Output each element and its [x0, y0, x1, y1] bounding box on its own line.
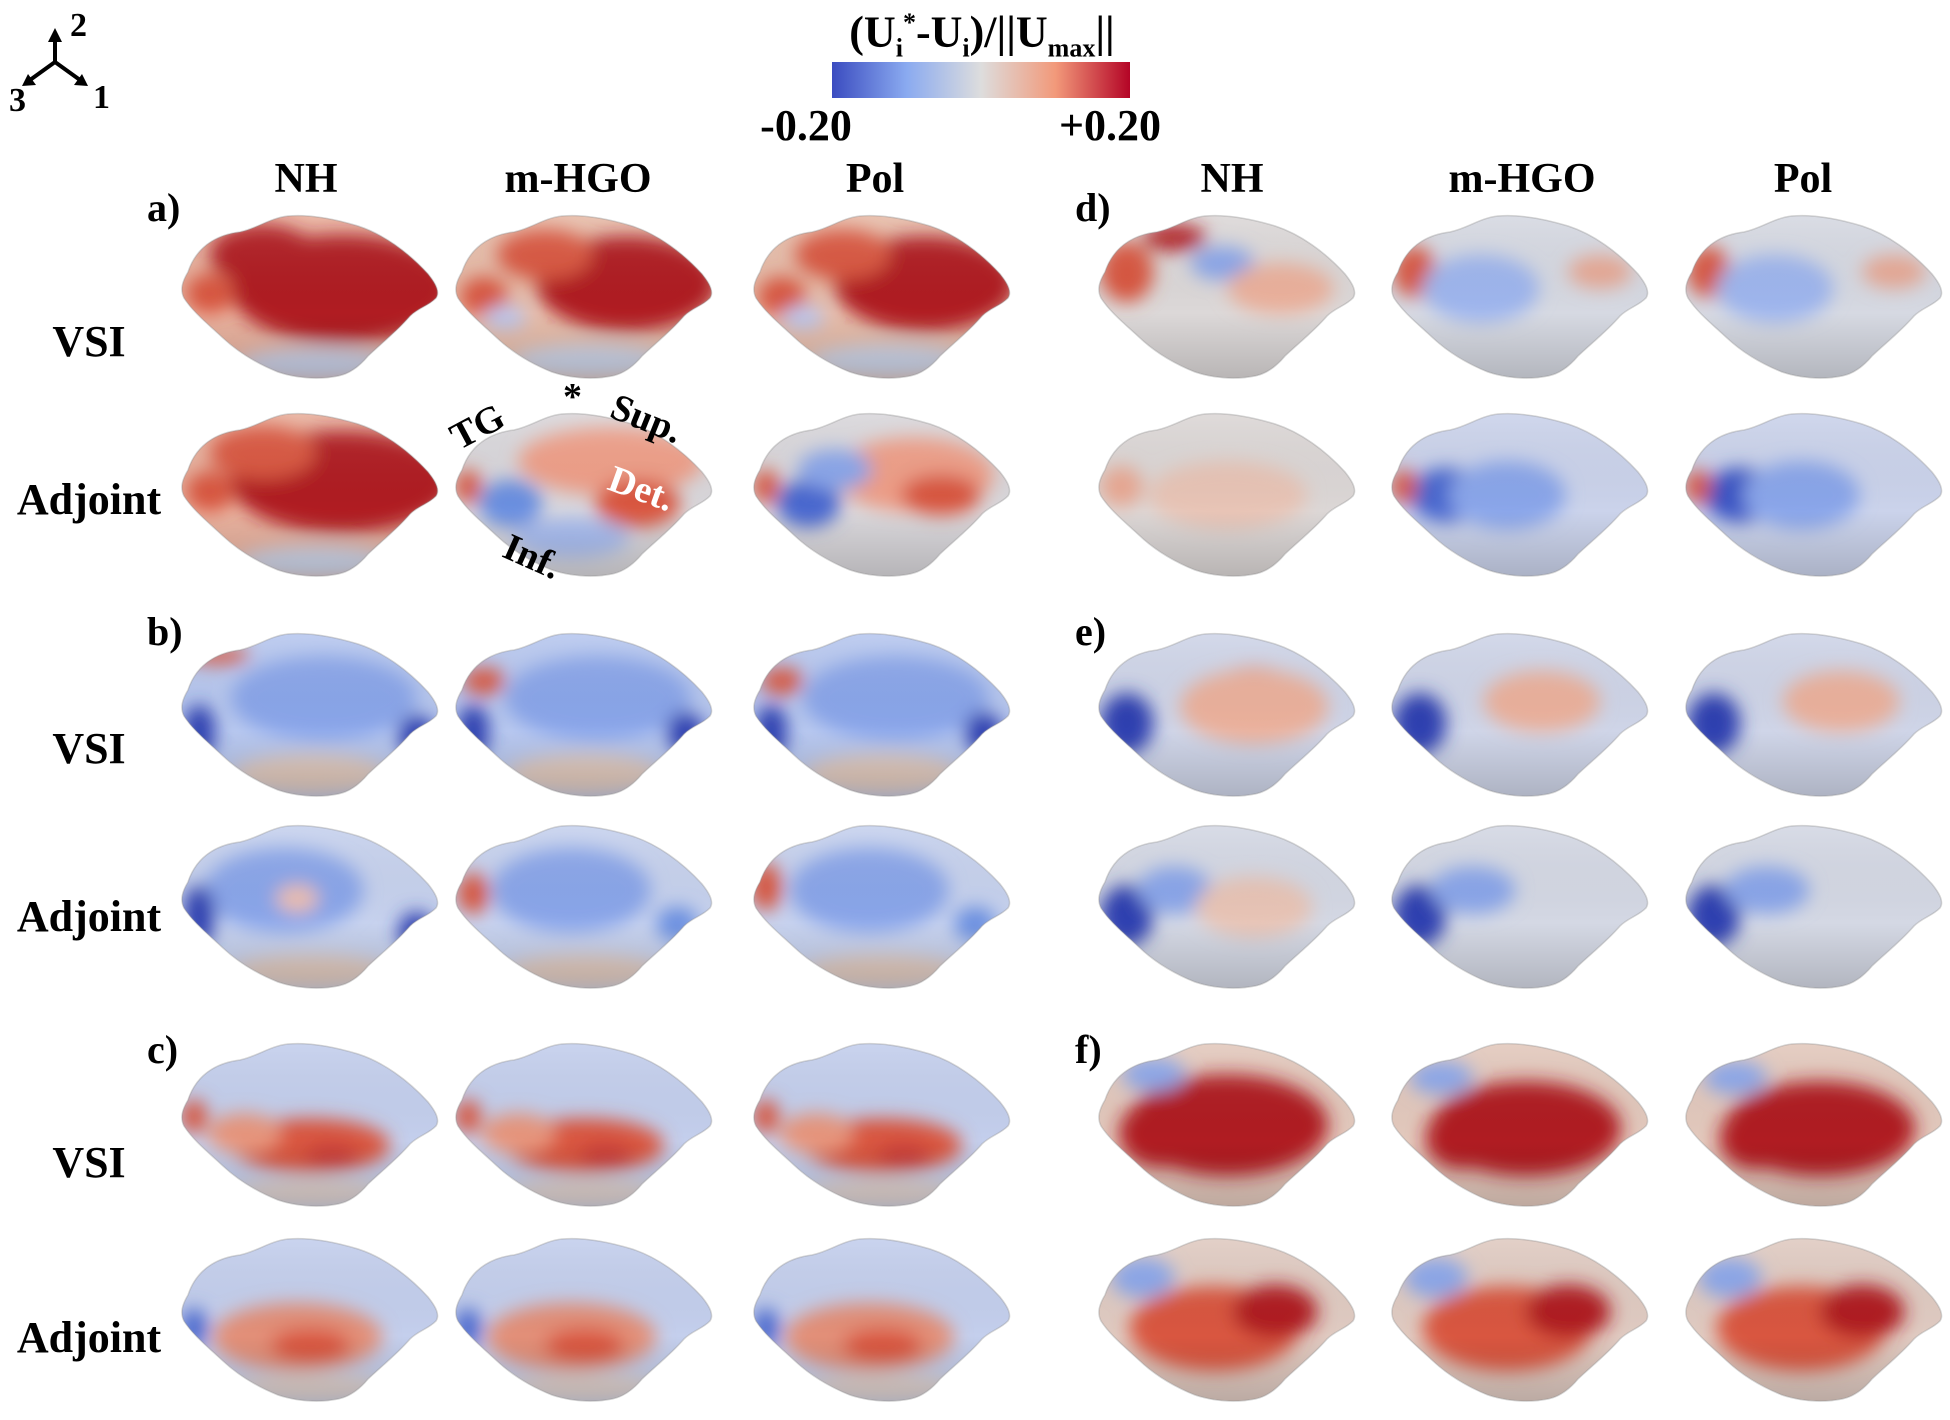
- organ-surface-left-vsi-b-mhgo: [455, 632, 713, 797]
- col-header-nh-right: NH: [1200, 156, 1264, 202]
- row-label-vsi-a: VSI: [52, 317, 126, 366]
- organ-surface-left-adjoint-b-nh: [181, 824, 439, 989]
- row-label-adjoint-c: Adjoint: [16, 1313, 162, 1362]
- col-header-mhgo-right: m-HGO: [1448, 156, 1596, 202]
- panel-label-c: c): [147, 1027, 179, 1072]
- axis-1-arrow: [53, 60, 82, 82]
- organ-surface-left-adjoint-c-pol: [753, 1237, 1011, 1402]
- organ-surface-right-vsi-b-pol: [1685, 632, 1943, 797]
- axis-1-label: 1: [93, 79, 110, 116]
- organ-surface-left-adjoint-c-nh: [181, 1237, 439, 1402]
- organ-surface-left-vsi-b-pol: [753, 632, 1011, 797]
- row-label-vsi-b: VSI: [52, 724, 126, 773]
- organ-surface-left-adjoint-a-pol: [753, 412, 1011, 577]
- organ-surface-right-adjoint-b-mhgo: [1391, 824, 1649, 989]
- organ-surface-right-adjoint-c-mhgo: [1391, 1237, 1649, 1402]
- colorbar-min-label: -0.20: [760, 101, 852, 150]
- col-header-pol-left: Pol: [845, 156, 905, 202]
- panel-label-a: a): [147, 185, 181, 230]
- organ-surface-left-vsi-a-pol: [753, 214, 1011, 379]
- colorbar: [832, 62, 1130, 98]
- row-label-adjoint-a: Adjoint: [16, 475, 162, 524]
- organ-surface-right-adjoint-c-pol: [1685, 1237, 1943, 1402]
- axis-3-label: 3: [9, 82, 26, 119]
- col-header-pol-right: Pol: [1773, 156, 1833, 202]
- axis-1-arrowhead: [74, 74, 88, 86]
- organ-surface-right-vsi-c-pol: [1685, 1042, 1943, 1207]
- organ-surface-left-adjoint-a-mhgo: [455, 412, 713, 577]
- organ-surface-left-vsi-a-nh: [181, 214, 439, 379]
- organ-surface-left-vsi-c-pol: [753, 1042, 1011, 1207]
- axis-2-label: 2: [70, 7, 87, 44]
- organ-surface-right-vsi-c-nh: [1098, 1042, 1356, 1207]
- organ-surface-left-adjoint-a-nh: [181, 412, 439, 577]
- row-label-adjoint-b: Adjoint: [16, 892, 162, 941]
- organ-surface-right-adjoint-a-pol: [1685, 412, 1943, 577]
- axes-triad: 2 1 3: [9, 7, 110, 119]
- organ-surface-left-vsi-c-mhgo: [455, 1042, 713, 1207]
- annotation-star: *: [563, 376, 582, 418]
- organ-surface-left-vsi-c-nh: [181, 1042, 439, 1207]
- col-header-mhgo-left: m-HGO: [504, 156, 652, 202]
- axis-3-arrow: [28, 60, 57, 82]
- panel-label-f: f): [1075, 1027, 1102, 1072]
- row-label-vsi-c: VSI: [52, 1138, 126, 1187]
- organ-surface-left-vsi-a-mhgo: [455, 214, 713, 379]
- col-header-nh-left: NH: [274, 156, 338, 202]
- panel-label-d: d): [1075, 185, 1111, 230]
- organ-surface-right-adjoint-a-nh: [1098, 412, 1356, 577]
- organ-surface-left-adjoint-c-mhgo: [455, 1237, 713, 1402]
- organ-surface-left-vsi-b-nh: [181, 632, 439, 797]
- colorbar-max-label: +0.20: [1058, 101, 1162, 150]
- organ-surface-right-adjoint-c-nh: [1098, 1237, 1356, 1402]
- panel-label-b: b): [147, 609, 183, 654]
- organ-surface-right-adjoint-b-nh: [1098, 824, 1356, 989]
- organ-surface-right-vsi-a-pol: [1685, 214, 1943, 379]
- organ-surface-right-vsi-b-mhgo: [1391, 632, 1649, 797]
- axis-3-arrowhead: [22, 74, 36, 86]
- axis-2-arrowhead: [48, 28, 62, 42]
- organ-surface-right-vsi-a-nh: [1098, 214, 1356, 379]
- organ-surface-left-adjoint-b-mhgo: [455, 824, 713, 989]
- panel-label-e: e): [1075, 609, 1107, 654]
- organ-surface-left-adjoint-b-pol: [753, 824, 1011, 989]
- organ-surface-right-adjoint-b-pol: [1685, 824, 1943, 989]
- organ-surface-right-adjoint-a-mhgo: [1391, 412, 1649, 577]
- organ-surface-right-vsi-c-mhgo: [1391, 1042, 1649, 1207]
- organ-surface-right-vsi-a-mhgo: [1391, 214, 1649, 379]
- colorbar-title: (Ui*-Ui)/||Umax||: [849, 7, 1115, 63]
- organ-surface-right-vsi-b-nh: [1098, 632, 1356, 797]
